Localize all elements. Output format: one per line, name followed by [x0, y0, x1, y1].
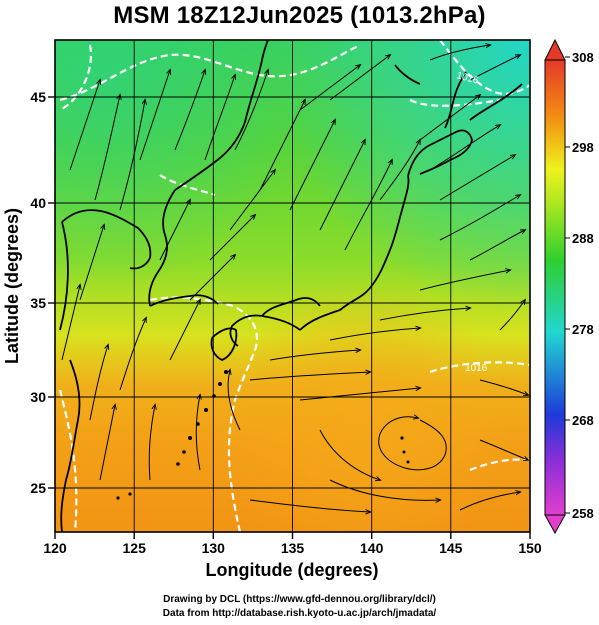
x-axis: 120 125 130 135 140 145 150 Longitude (d… [43, 532, 542, 580]
x-axis-label: Longitude (degrees) [205, 560, 378, 580]
credit-line-dcl: Drawing by DCL (https://www.gfd-dennou.o… [163, 594, 436, 605]
y-tick-label: 25 [30, 480, 46, 496]
y-axis-label: Latitude (degrees) [2, 208, 22, 364]
credit-line-data-source: Data from http://database.rish.kyoto-u.a… [162, 608, 437, 619]
colorbar-gradient [544, 59, 566, 516]
y-axis: 25 30 35 40 45 Latitude (degrees) [2, 89, 55, 496]
colorbar-label: 288 [572, 231, 594, 246]
colorbar-label: 298 [572, 140, 594, 155]
colorbar-label: 278 [572, 322, 594, 337]
x-tick-label: 135 [281, 540, 305, 556]
x-tick-label: 125 [123, 540, 147, 556]
contour-label-2: 1016 [465, 363, 488, 374]
x-tick-label: 145 [439, 540, 463, 556]
map-title: MSM 18Z12Jun2025 (1013.2hPa) [113, 2, 486, 29]
x-tick-label: 140 [360, 540, 384, 556]
grid-lines [55, 40, 530, 532]
map-field [55, 40, 530, 532]
y-tick-label: 45 [30, 89, 46, 105]
y-tick-label: 30 [30, 389, 46, 405]
x-tick-label: 120 [43, 540, 67, 556]
colorbar-label: 268 [572, 413, 594, 428]
x-tick-label: 130 [202, 540, 226, 556]
y-tick-label: 40 [30, 195, 46, 211]
coastlines [59, 40, 523, 532]
wind-streamlines [61, 45, 528, 512]
colorbar-label: 308 [572, 50, 594, 65]
colorbar-bottom-arrow [544, 514, 566, 535]
x-tick-label: 150 [518, 540, 542, 556]
colorbar: 308 298 288 278 268 258 [544, 38, 594, 535]
colorbar-label: 258 [572, 506, 594, 521]
y-tick-label: 35 [30, 295, 46, 311]
colorbar-top-arrow [544, 38, 566, 61]
